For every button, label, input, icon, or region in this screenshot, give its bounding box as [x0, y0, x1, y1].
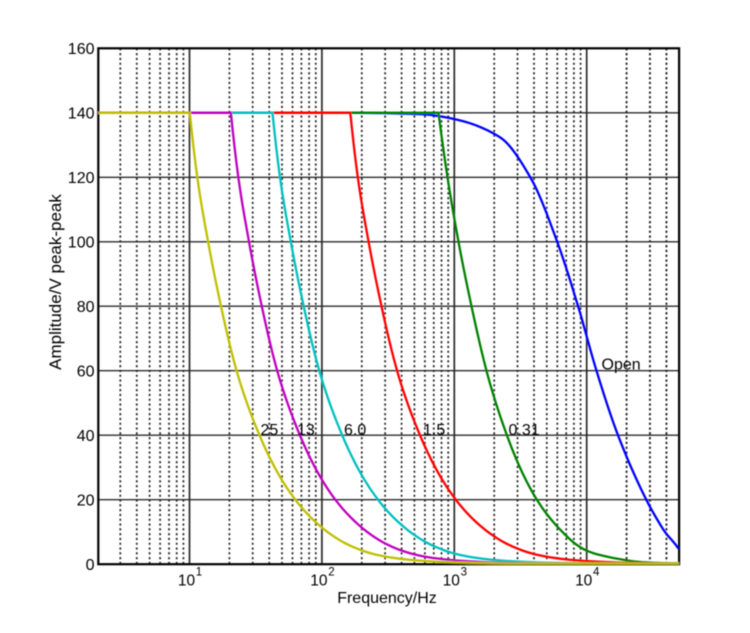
svg-text:140: 140: [68, 105, 95, 122]
svg-text:3: 3: [461, 567, 467, 579]
svg-text:100: 100: [68, 234, 95, 251]
svg-text:1.5: 1.5: [423, 422, 445, 439]
svg-text:13: 13: [297, 422, 315, 439]
svg-text:Frequency/Hz: Frequency/Hz: [337, 590, 437, 607]
svg-text:160: 160: [68, 41, 95, 58]
svg-text:60: 60: [77, 363, 95, 380]
svg-text:40: 40: [77, 428, 95, 445]
svg-text:2: 2: [328, 567, 334, 579]
svg-text:6.0: 6.0: [344, 422, 366, 439]
svg-text:80: 80: [77, 299, 95, 316]
svg-text:20: 20: [77, 492, 95, 509]
svg-text:120: 120: [68, 170, 95, 187]
svg-text:0: 0: [86, 557, 95, 574]
svg-text:0.31: 0.31: [509, 422, 540, 439]
svg-text:10: 10: [575, 573, 593, 590]
svg-text:1: 1: [196, 567, 202, 579]
svg-text:Open: Open: [602, 356, 641, 373]
svg-text:10: 10: [178, 573, 196, 590]
svg-text:Amplitude/V peak-peak: Amplitude/V peak-peak: [46, 194, 65, 370]
svg-text:10: 10: [443, 573, 461, 590]
svg-text:4: 4: [593, 567, 600, 579]
svg-text:10: 10: [310, 573, 328, 590]
svg-text:25: 25: [261, 422, 279, 439]
